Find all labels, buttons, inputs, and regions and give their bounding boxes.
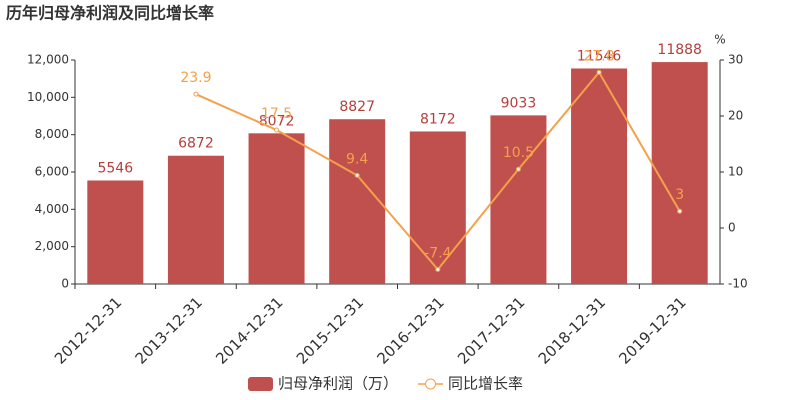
bar bbox=[571, 68, 627, 284]
y2-tick-label: 0 bbox=[728, 221, 736, 235]
y-tick-label: 2,000 bbox=[35, 239, 69, 253]
line-point bbox=[275, 128, 279, 132]
x-tick-label: 2016-12-31 bbox=[373, 293, 447, 367]
line-value-label: 3 bbox=[675, 187, 684, 203]
y-tick-label: 10,000 bbox=[27, 90, 69, 104]
line-point bbox=[597, 70, 601, 74]
x-tick-label: 2015-12-31 bbox=[293, 293, 367, 367]
bar bbox=[652, 62, 708, 284]
line-value-label: 10.5 bbox=[503, 145, 534, 161]
line-point bbox=[436, 267, 440, 271]
y-tick-label: 6,000 bbox=[35, 165, 69, 179]
y2-tick-label: 20 bbox=[728, 109, 743, 123]
legend-item: 同比增长率 bbox=[418, 375, 523, 393]
y-tick-label: 0 bbox=[61, 277, 69, 291]
x-tick-label: 2017-12-31 bbox=[454, 293, 528, 367]
bar-value-label: 8827 bbox=[339, 99, 375, 115]
x-tick-label: 2014-12-31 bbox=[212, 293, 286, 367]
legend-swatch-point bbox=[426, 379, 436, 389]
line-value-label: 27.8 bbox=[583, 48, 614, 64]
bar bbox=[168, 156, 224, 284]
y2-tick-label: 30 bbox=[728, 53, 743, 67]
line-point bbox=[678, 209, 682, 213]
chart-title: 历年归母净利润及同比增长率 bbox=[6, 4, 214, 23]
bar-value-label: 9033 bbox=[501, 95, 537, 111]
line-point bbox=[355, 173, 359, 177]
line-value-label: 17.5 bbox=[261, 106, 292, 122]
bar-value-label: 5546 bbox=[97, 160, 133, 176]
line-value-label: 23.9 bbox=[180, 70, 211, 86]
bar bbox=[87, 180, 143, 284]
line-value-label: 9.4 bbox=[346, 151, 368, 167]
line-point bbox=[516, 167, 520, 171]
bar bbox=[249, 133, 305, 284]
line-point bbox=[194, 92, 198, 96]
x-tick-label: 2012-12-31 bbox=[51, 293, 125, 367]
x-tick-label: 2013-12-31 bbox=[132, 293, 206, 367]
legend-label: 归母净利润（万） bbox=[278, 375, 398, 393]
line-value-label: -7.4 bbox=[424, 245, 451, 261]
x-tick-label: 2019-12-31 bbox=[615, 293, 689, 367]
y-tick-label: 4,000 bbox=[35, 202, 69, 216]
bar bbox=[490, 115, 546, 284]
y2-tick-label: 10 bbox=[728, 165, 743, 179]
y2-tick-label: -10 bbox=[728, 277, 748, 291]
y2-axis-label: % bbox=[714, 33, 725, 47]
bar bbox=[329, 119, 385, 284]
bar-value-label: 11888 bbox=[657, 42, 702, 58]
bar-value-label: 6872 bbox=[178, 136, 214, 152]
legend-swatch bbox=[248, 377, 273, 391]
x-tick-label: 2018-12-31 bbox=[535, 293, 609, 367]
chart: 历年归母净利润及同比增长率 % 0 2,000 4,000 6,000 8,000 10,… bbox=[0, 0, 800, 400]
legend-label: 同比增长率 bbox=[448, 375, 523, 393]
y-tick-label: 12,000 bbox=[27, 53, 69, 67]
legend-item: 归母净利润（万） bbox=[248, 375, 398, 393]
y-tick-label: 8,000 bbox=[35, 127, 69, 141]
bar-value-label: 8172 bbox=[420, 111, 456, 127]
